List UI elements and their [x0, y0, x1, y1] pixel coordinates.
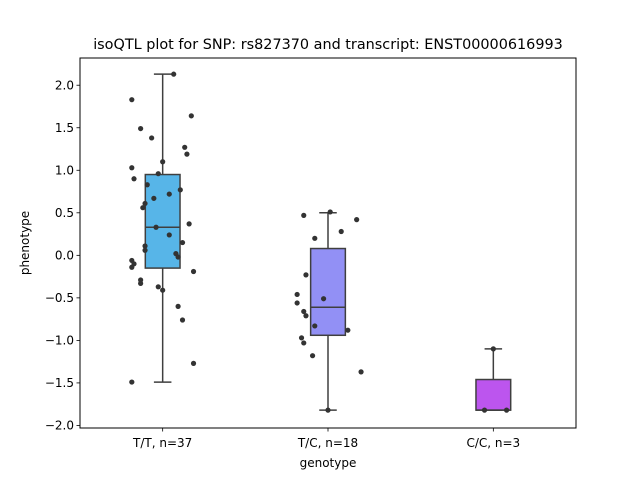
- data-point: [312, 235, 318, 241]
- data-point: [186, 221, 192, 227]
- chart-title: isoQTL plot for SNP: rs827370 and transc…: [93, 37, 563, 53]
- data-point: [298, 335, 305, 341]
- data-point: [309, 353, 316, 359]
- x-tick-label: C/C, n=3: [466, 436, 520, 450]
- y-tick-label: 1.5: [55, 121, 74, 135]
- data-point: [129, 379, 135, 385]
- data-point: [138, 125, 144, 132]
- data-point: [312, 323, 318, 329]
- box-group: [475, 348, 512, 411]
- y-tick-label: 0.5: [55, 206, 74, 220]
- box-group: [309, 212, 347, 411]
- data-point: [301, 340, 307, 346]
- x-axis-label: genotype: [300, 456, 357, 470]
- y-tick-label: 1.0: [55, 163, 74, 177]
- data-point: [129, 97, 135, 103]
- data-point: [166, 191, 172, 197]
- data-point: [354, 217, 360, 223]
- data-point: [171, 71, 177, 77]
- data-point: [301, 308, 307, 315]
- data-point: [149, 135, 155, 141]
- data-point: [144, 182, 150, 188]
- data-point: [303, 272, 309, 278]
- data-point: [175, 303, 181, 309]
- data-point: [358, 369, 364, 375]
- data-point: [142, 243, 148, 249]
- y-axis-label: phenotype: [18, 211, 32, 275]
- y-tick-label: 0.0: [55, 249, 74, 263]
- data-point: [338, 228, 344, 235]
- data-point: [190, 360, 197, 366]
- data-point: [166, 232, 172, 238]
- box: [309, 247, 347, 337]
- data-point: [481, 407, 488, 413]
- data-point: [503, 407, 510, 413]
- data-point: [177, 187, 183, 193]
- data-point: [131, 176, 137, 182]
- y-tick-label: −2.0: [45, 419, 74, 433]
- y-tick-label: −0.5: [45, 291, 74, 305]
- data-point: [303, 313, 309, 319]
- data-point: [294, 300, 300, 306]
- y-tick-label: −1.0: [45, 334, 74, 348]
- data-point: [301, 212, 307, 218]
- data-point: [138, 280, 144, 287]
- x-tick-label: T/C, n=18: [297, 436, 358, 450]
- data-point: [190, 268, 197, 275]
- data-point: [345, 327, 351, 333]
- data-point: [179, 317, 186, 323]
- data-point: [179, 239, 186, 246]
- box: [475, 378, 512, 411]
- data-point: [188, 113, 194, 119]
- data-point: [320, 296, 327, 302]
- data-point: [184, 151, 190, 157]
- data-point: [129, 264, 135, 270]
- data-point: [153, 224, 159, 230]
- data-point: [155, 284, 161, 290]
- plot-area: [129, 71, 512, 413]
- data-point: [160, 287, 166, 293]
- y-tick-label: 2.0: [55, 78, 74, 92]
- data-point: [294, 291, 300, 298]
- data-point: [160, 159, 166, 165]
- data-point: [140, 205, 146, 211]
- data-point: [155, 171, 161, 177]
- data-point: [129, 165, 135, 171]
- data-point: [325, 407, 331, 413]
- data-point: [175, 254, 181, 260]
- data-point: [142, 247, 148, 253]
- x-tick-label: T/T, n=37: [132, 436, 192, 450]
- y-tick-label: −1.5: [45, 376, 74, 390]
- data-point: [151, 195, 157, 201]
- data-point: [142, 200, 148, 207]
- data-point: [182, 144, 188, 150]
- data-point: [490, 346, 496, 352]
- data-point: [327, 209, 333, 215]
